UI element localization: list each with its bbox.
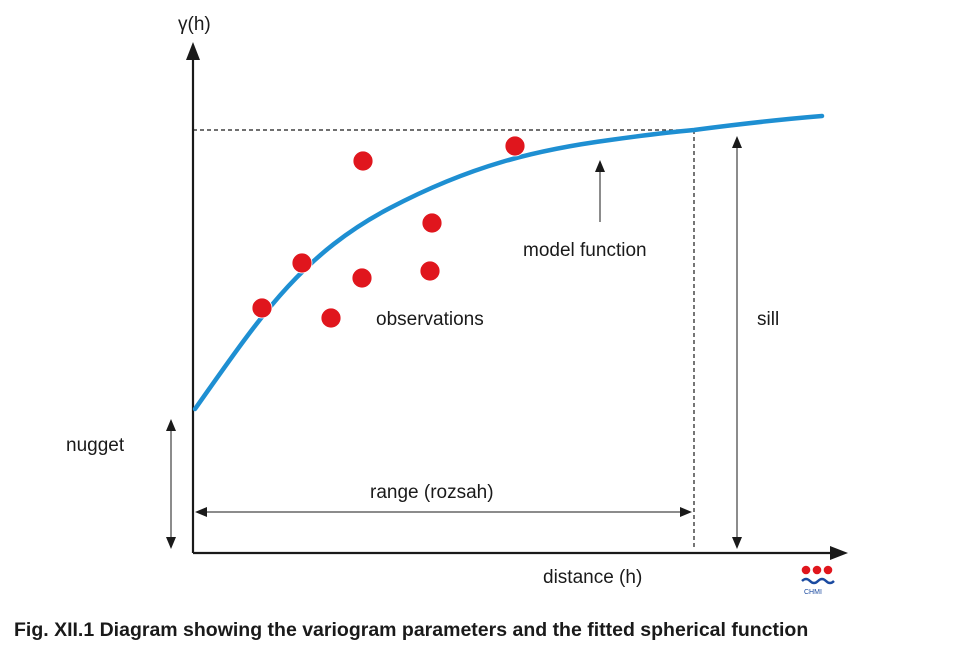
y-axis-label: γ(h) xyxy=(178,14,211,35)
logo-dot-mid xyxy=(812,565,822,575)
logo-text: CHMI xyxy=(804,589,822,596)
model-function-curve xyxy=(192,113,825,412)
observation-point xyxy=(352,150,374,172)
chmi-logo: CHMI xyxy=(801,565,835,596)
nugget-arrowhead-top xyxy=(166,419,176,431)
observation-point xyxy=(320,307,342,329)
observation-point xyxy=(421,212,443,234)
nugget-label: nugget xyxy=(66,435,125,456)
range-label: range (rozsah) xyxy=(370,482,494,503)
nugget-arrowhead-bottom xyxy=(166,537,176,549)
figure-caption: Fig. XII.1 Diagram showing the variogram… xyxy=(14,619,809,641)
sill-arrowhead-bottom xyxy=(732,537,742,549)
observation-point xyxy=(504,135,526,157)
observation-point xyxy=(351,267,373,289)
sill-arrowhead-top xyxy=(732,136,742,148)
y-axis-arrowhead xyxy=(186,42,200,60)
logo-wave xyxy=(801,577,835,585)
range-arrowhead-right xyxy=(680,507,692,517)
logo-dot-right xyxy=(823,565,833,575)
model-function-label: model function xyxy=(523,240,647,261)
logo-dot-left xyxy=(801,565,811,575)
observations-label: observations xyxy=(376,309,484,330)
range-arrowhead-left xyxy=(195,507,207,517)
observation-points xyxy=(251,135,526,329)
observation-point xyxy=(291,252,313,274)
observation-point xyxy=(419,260,441,282)
observation-point xyxy=(251,297,273,319)
sill-label: sill xyxy=(757,309,779,330)
model-function-pointer-head xyxy=(595,160,605,172)
x-axis-label: distance (h) xyxy=(543,567,642,588)
x-axis-arrowhead xyxy=(830,546,848,560)
